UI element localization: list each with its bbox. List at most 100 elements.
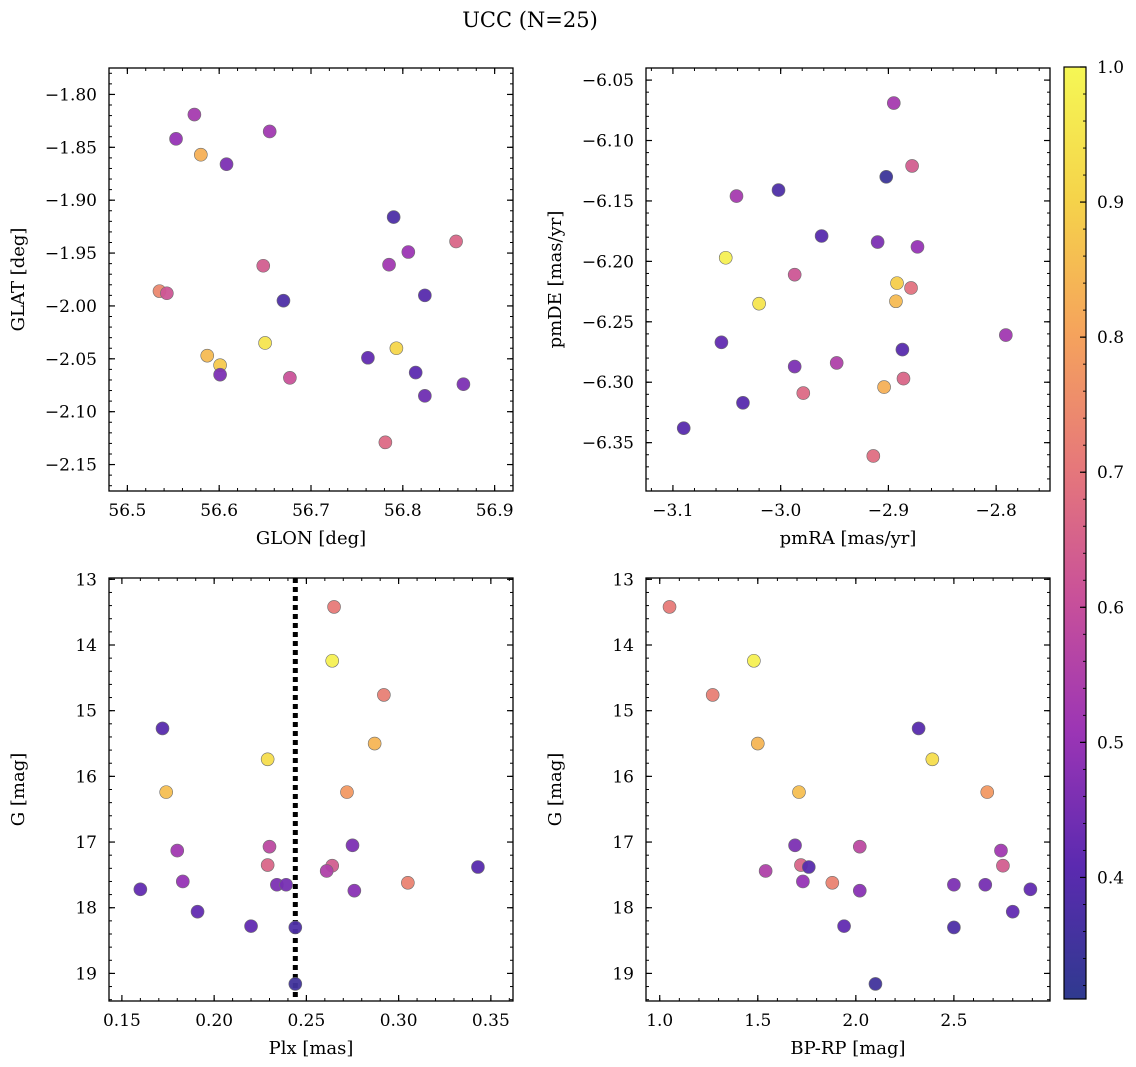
colorbar-tick-label: 0.7: [1097, 463, 1124, 483]
scatter-point: [258, 336, 272, 350]
y-tick-label: 16: [75, 767, 97, 787]
y-tick-label: −2.15: [45, 456, 97, 476]
scatter-point: [169, 132, 183, 146]
scatter-point: [325, 653, 340, 668]
scatter-point: [886, 96, 901, 110]
x-tick-label: −2.9: [868, 501, 909, 521]
scatter-point: [1023, 882, 1038, 897]
scatter-point: [194, 147, 208, 162]
scatter-point: [978, 877, 993, 892]
colorbar-tick-label: 0.5: [1097, 733, 1124, 753]
x-tick-label: 0.30: [380, 1011, 418, 1031]
scatter-point: [852, 839, 867, 854]
scatter-point: [327, 600, 341, 614]
scatter-point: [736, 395, 750, 410]
scatter-point: [260, 858, 275, 872]
scatter-point: [910, 240, 925, 254]
colorbar-tick-label: 0.8: [1097, 328, 1124, 348]
scatter-point: [868, 977, 883, 991]
y-tick-label: −2.00: [45, 297, 97, 317]
panel-bottom-right: 1.0 1.5 2.0 2.5 13 14 15 16 17 18 19 BP-RP [mag] G […: [545, 570, 1051, 1059]
y-axis-label: G [mag]: [545, 753, 566, 826]
scatter-point: [367, 736, 382, 751]
scatter-point: [260, 752, 275, 767]
axes-frame: [108, 67, 514, 492]
axes-frame: [645, 67, 1051, 492]
scatter-point: [947, 877, 961, 892]
panels: 56.5 56.6 56.7 56.8 56.9 −1.80 −1.85 −1.90 −1.95…: [8, 67, 1051, 1059]
scatter-point: [377, 688, 391, 702]
axes-frame: [645, 577, 1051, 1002]
scatter-point: [676, 421, 691, 435]
scatter-point: [155, 721, 170, 736]
scatter-point: [911, 721, 926, 736]
y-tick-label: 17: [612, 833, 634, 853]
scatter-point: [345, 838, 360, 853]
scatter-point: [980, 785, 995, 799]
scatter-points: [133, 600, 485, 991]
scatter-point: [796, 386, 811, 400]
scatter-point: [213, 367, 227, 382]
scatter-point: [895, 342, 910, 357]
y-axis-label: G [mag]: [8, 753, 29, 826]
scatter-point: [825, 875, 840, 890]
scatter-point: [1005, 904, 1020, 919]
y-tick-label: −1.85: [45, 138, 97, 158]
major-ticks: [646, 578, 1050, 1001]
minor-ticks: [646, 68, 1050, 492]
colorbar-tick-label: 0.6: [1097, 598, 1124, 618]
y-tick-label: −6.35: [582, 434, 634, 454]
scatter-point: [788, 838, 802, 853]
scatter-point: [896, 371, 911, 386]
axes-frame: [108, 577, 514, 1002]
scatter-point: [160, 286, 174, 301]
x-tick-label: 2.0: [842, 1011, 869, 1031]
x-axis-label: GLON [deg]: [256, 528, 366, 549]
major-ticks: [109, 68, 513, 491]
colorbar-tick-label: 0.4: [1097, 868, 1124, 888]
y-tick-label: −2.05: [45, 350, 97, 370]
scatter-point: [879, 169, 894, 184]
y-tick-label: 13: [75, 570, 97, 590]
scatter-point: [418, 288, 432, 303]
scatter-point: [347, 883, 362, 898]
scatter-point: [279, 877, 293, 892]
scatter-point: [852, 883, 867, 898]
y-tick-label: −6.20: [582, 252, 634, 272]
scatter-points: [676, 96, 1013, 463]
colorbar-tick-label: 1.0: [1097, 58, 1124, 78]
x-tick-label: 0.15: [103, 1011, 141, 1031]
scatter-point: [866, 449, 881, 463]
y-tick-label: 16: [612, 767, 634, 787]
colorbar-tick-label: 0.9: [1097, 193, 1124, 213]
scatter-point: [925, 752, 940, 767]
scatter-point: [262, 839, 277, 854]
y-axis-label: pmDE [mas/yr]: [545, 211, 566, 349]
scatter-point: [361, 350, 375, 365]
y-tick-label: 19: [75, 964, 97, 984]
scatter-point: [837, 919, 851, 933]
y-tick-label: −6.05: [582, 71, 634, 91]
scatter-point: [947, 920, 961, 935]
scatter-point: [705, 688, 720, 702]
scatter-point: [750, 736, 765, 751]
scatter-point: [244, 919, 258, 933]
scatter-point: [288, 977, 303, 991]
scatter-point: [449, 234, 463, 249]
scatter-point: [890, 276, 904, 290]
scatter-point: [787, 267, 802, 282]
y-tick-label: 14: [75, 636, 97, 656]
scatter-point: [792, 785, 806, 799]
scatter-point: [340, 785, 354, 799]
scatter-point: [814, 229, 829, 243]
scatter-point: [190, 904, 205, 919]
x-tick-label: 1.5: [744, 1011, 771, 1031]
scatter-point: [200, 348, 215, 363]
minor-ticks: [108, 68, 513, 491]
scatter-point: [870, 235, 885, 249]
scatter-point: [801, 860, 816, 874]
scatter-point: [996, 858, 1010, 873]
y-tick-label: 17: [75, 833, 97, 853]
major-ticks: [109, 578, 513, 1001]
